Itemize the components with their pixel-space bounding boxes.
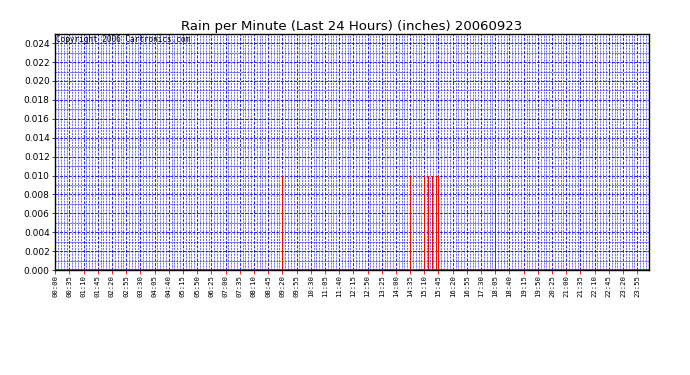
Text: Copyright 2006 Cartronics.com: Copyright 2006 Cartronics.com [57, 35, 190, 44]
Title: Rain per Minute (Last 24 Hours) (inches) 20060923: Rain per Minute (Last 24 Hours) (inches)… [181, 20, 522, 33]
